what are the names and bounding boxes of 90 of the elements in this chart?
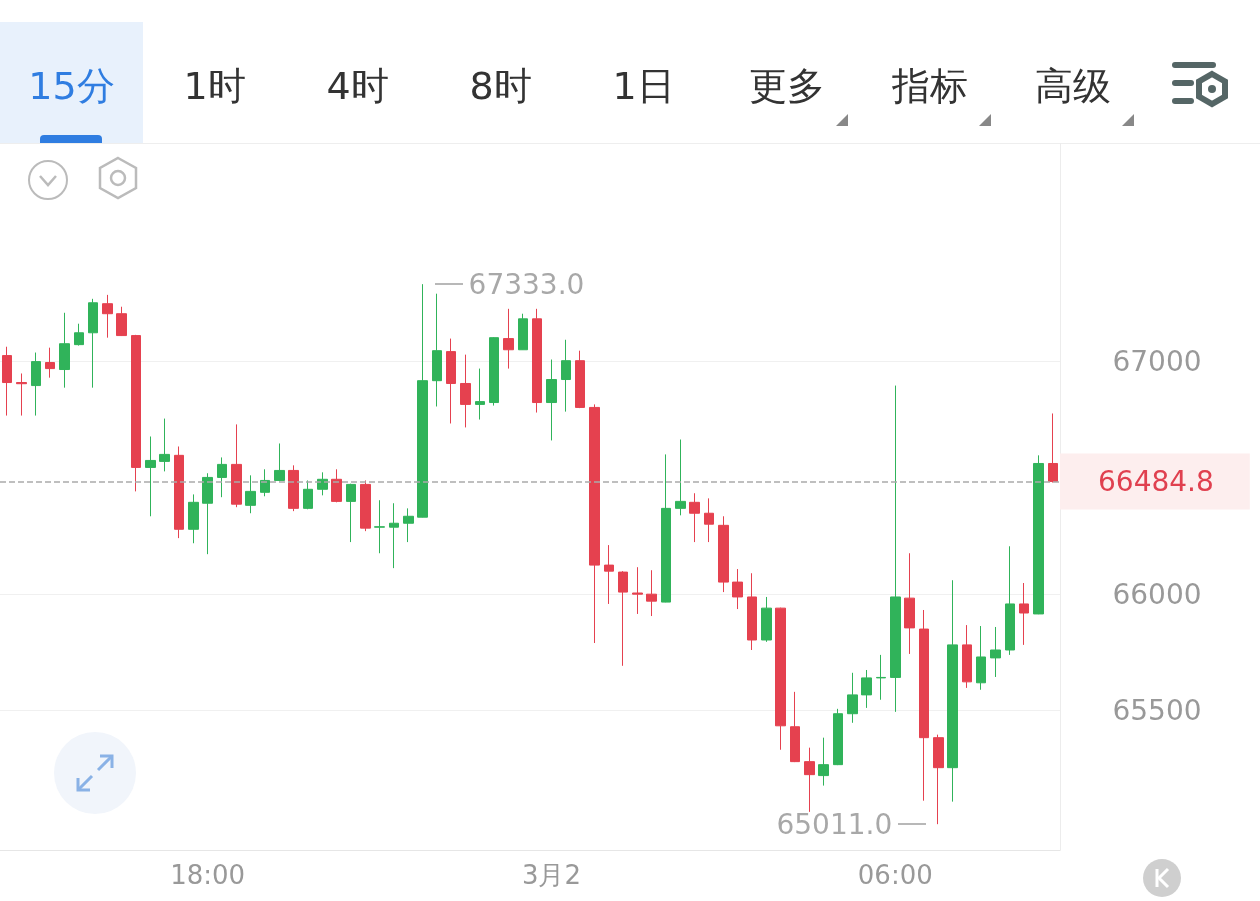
candlestick — [231, 423, 242, 508]
candlestick — [646, 569, 657, 617]
candlestick — [804, 747, 815, 813]
candlestick — [876, 654, 886, 701]
candlestick — [331, 468, 342, 503]
candlestick — [618, 570, 628, 667]
candlestick — [990, 626, 1001, 678]
candlestick — [59, 312, 70, 389]
candlestick — [102, 294, 113, 339]
candlestick — [1019, 582, 1029, 646]
candlestick — [188, 493, 199, 544]
text: 更多 — [748, 64, 825, 108]
candlestick — [1033, 454, 1044, 615]
candlestick — [360, 479, 371, 532]
text: 15分 — [28, 64, 115, 108]
candlestick — [732, 568, 743, 610]
candlestick — [45, 347, 55, 379]
text: 1时 — [183, 64, 246, 108]
candlestick — [489, 336, 499, 407]
candlestick — [861, 669, 872, 709]
candlestick — [818, 737, 829, 787]
candlestick — [503, 308, 514, 370]
candlestick — [460, 354, 471, 428]
candlestick — [432, 293, 442, 407]
y-tick-label: 67000 — [1112, 345, 1202, 379]
candlestick — [890, 385, 901, 713]
candlestick — [446, 338, 456, 424]
candlestick — [775, 607, 786, 751]
candlestick — [847, 672, 858, 724]
candlestick — [475, 368, 485, 421]
candlestick — [403, 507, 414, 543]
candlestick — [288, 464, 299, 512]
candlestick — [116, 306, 127, 337]
text: 4时 — [326, 64, 389, 108]
text: 高级 — [1034, 64, 1111, 108]
candlestick — [145, 436, 156, 517]
candlestick — [532, 308, 542, 414]
candlestick — [245, 474, 256, 514]
text: 1日 — [612, 64, 675, 108]
candlestick — [217, 456, 227, 498]
candlestick — [31, 352, 41, 417]
candlestick — [661, 453, 671, 603]
x-tick-label: 3月2 — [521, 860, 582, 890]
candlestick — [202, 472, 213, 555]
y-tick-label: 65500 — [1112, 693, 1202, 727]
candlestick — [546, 359, 557, 441]
candlestick — [274, 442, 285, 482]
candlestick — [88, 298, 98, 389]
text: 8时 — [469, 64, 532, 108]
candlestick — [718, 515, 729, 593]
candlestick — [346, 483, 356, 543]
x-tick-label: 18:00 — [170, 860, 246, 890]
candlestick — [131, 334, 141, 492]
candlestick — [904, 552, 915, 655]
ref-line-label: 66484.8 — [1098, 464, 1214, 498]
candlestick — [933, 734, 944, 825]
annotation: 65011.0 — [776, 807, 893, 841]
candlestick — [689, 492, 700, 543]
candlestick — [761, 596, 772, 643]
annotation: 67333.0 — [468, 267, 585, 301]
candlestick — [518, 313, 528, 351]
candlestick — [919, 609, 929, 802]
candlestick — [374, 499, 385, 554]
candlestick — [159, 418, 170, 472]
candlestick — [833, 708, 843, 766]
candlestick — [303, 479, 313, 510]
candlestick — [389, 502, 399, 569]
candlestick — [704, 497, 714, 543]
candlestick — [747, 572, 757, 651]
candlestick — [976, 625, 986, 691]
candlestick — [675, 439, 686, 516]
candlestick — [174, 446, 184, 539]
candlestick — [947, 579, 958, 803]
text: 指标 — [891, 64, 968, 108]
candlestick — [589, 403, 600, 644]
candlestick — [417, 283, 428, 518]
candlestick — [632, 566, 643, 615]
candlestick — [74, 323, 84, 347]
y-tick-label: 66000 — [1112, 577, 1202, 611]
candlestick — [604, 544, 614, 605]
candlestick — [16, 372, 27, 417]
candlestick — [790, 691, 800, 763]
candlestick — [962, 624, 972, 689]
candlestick — [1048, 412, 1058, 484]
candlestick — [2, 346, 12, 417]
x-tick-label: 06:00 — [857, 860, 933, 890]
candlestick — [1005, 545, 1015, 656]
candlestick — [561, 339, 571, 413]
candlestick — [260, 468, 270, 497]
candlestick — [575, 350, 585, 409]
